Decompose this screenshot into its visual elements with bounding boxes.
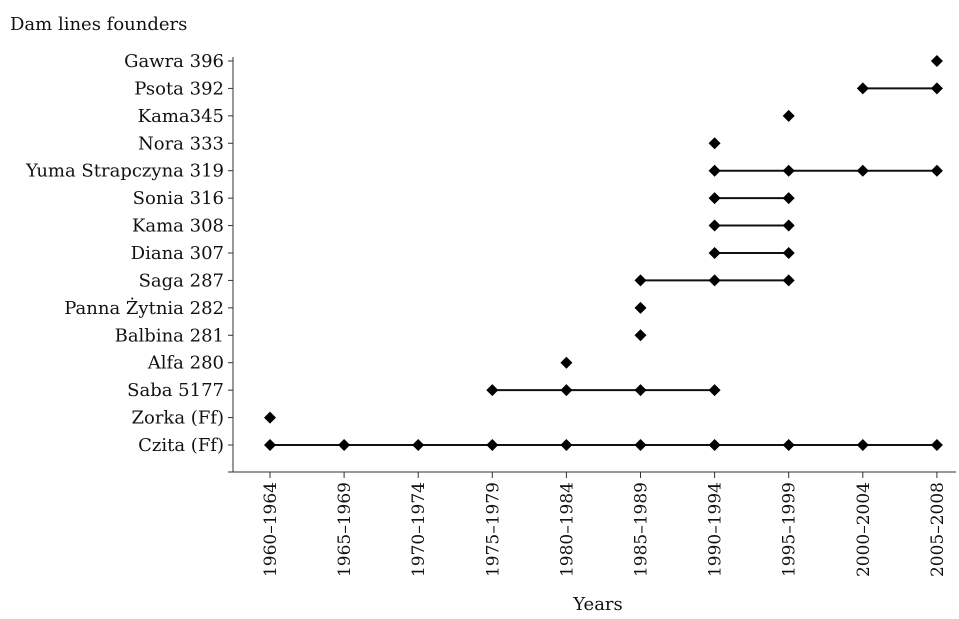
data-point — [782, 246, 795, 259]
data-point — [856, 164, 869, 177]
x-tick-label: 1990–1994 — [706, 482, 726, 577]
data-point — [338, 439, 351, 451]
data-point — [634, 439, 647, 451]
y-tick-label: Zorka (Ff) — [131, 408, 224, 429]
data-point — [264, 439, 276, 451]
x-tick-label: 1960–1964 — [261, 482, 281, 577]
y-tick-label: Psota 392 — [134, 78, 224, 99]
y-tick-label: Diana 307 — [131, 243, 224, 264]
data-point — [634, 384, 647, 397]
x-ticks-layer: 1960–1964 1965–1969 1970–1974 1975–1979 1980… — [261, 472, 948, 577]
data-point — [264, 411, 276, 424]
x-tick-label: 1985–1989 — [632, 482, 652, 577]
data-point — [856, 82, 869, 95]
x-tick-label: 2005–2008 — [928, 482, 948, 577]
data-point — [782, 164, 795, 177]
y-tick-label: Gawra 396 — [124, 51, 224, 72]
data-point — [560, 384, 573, 397]
y-tick-label: Nora 333 — [138, 133, 224, 154]
data-point — [634, 274, 647, 287]
data-point — [930, 439, 943, 451]
y-tick-label: Sonia 316 — [133, 188, 224, 209]
data-point — [708, 192, 721, 205]
x-tick-label: 1965–1969 — [335, 482, 355, 577]
data-point — [708, 274, 721, 287]
data-point — [708, 219, 721, 232]
y-tick-label: Kama345 — [138, 106, 224, 127]
data-point — [560, 356, 573, 369]
x-axis-title: Years — [572, 594, 623, 615]
rows-layer: Czita (Ff) Zorka (Ff) Saba 5177 Alfa 280 Bal… — [25, 51, 943, 473]
data-point — [782, 109, 795, 122]
data-point — [634, 329, 647, 342]
data-point — [708, 246, 721, 259]
x-tick-label: 1975–1979 — [483, 482, 503, 577]
x-tick-label: 1995–1999 — [780, 482, 800, 577]
data-point — [708, 164, 721, 177]
data-point — [708, 384, 721, 397]
y-tick-label: Panna Żytnia 282 — [64, 296, 224, 319]
data-point — [930, 54, 943, 67]
data-point — [560, 439, 573, 451]
x-tick-label: 1980–1984 — [557, 482, 577, 577]
data-point — [782, 219, 795, 232]
y-tick-label: Saga 287 — [139, 270, 224, 291]
data-point — [412, 439, 425, 451]
data-point — [930, 82, 943, 95]
x-tick-label: 1970–1974 — [409, 482, 429, 577]
y-tick-label: Saba 5177 — [127, 380, 224, 401]
y-tick-label: Alfa 280 — [147, 353, 224, 374]
x-tick-label: 2000–2004 — [854, 482, 874, 577]
data-point — [634, 301, 647, 314]
data-point — [782, 192, 795, 205]
data-point — [930, 164, 943, 177]
data-point — [856, 439, 869, 451]
y-tick-label: Kama 308 — [132, 216, 224, 237]
y-axis-title: Dam lines founders — [10, 14, 187, 35]
data-point — [782, 439, 795, 451]
y-tick-label: Czita (Ff) — [138, 435, 224, 456]
data-point — [708, 439, 721, 451]
data-point — [782, 274, 795, 287]
y-tick-label: Yuma Strapczyna 319 — [25, 161, 224, 182]
y-tick-label: Balbina 281 — [115, 325, 224, 346]
data-point — [486, 439, 499, 451]
data-point — [486, 384, 499, 397]
data-point — [708, 137, 721, 150]
